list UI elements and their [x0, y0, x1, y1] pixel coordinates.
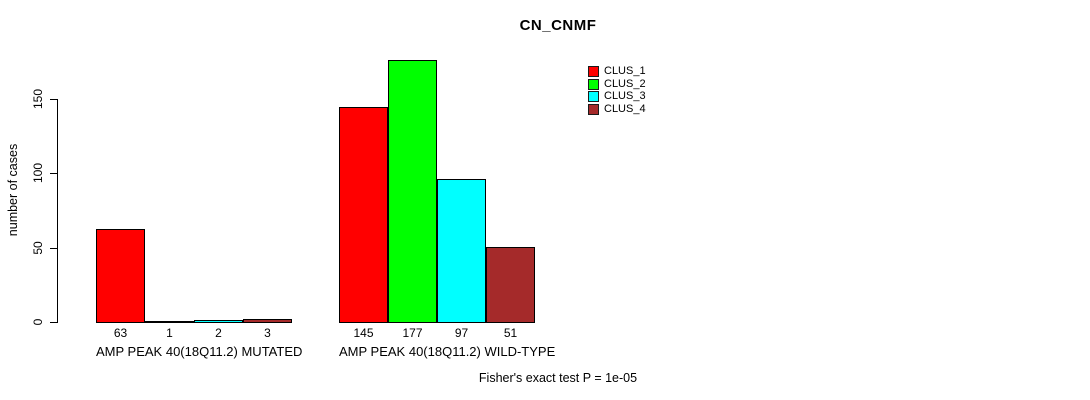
legend-row: CLUS_4	[588, 103, 646, 116]
x-group-label: AMP PEAK 40(18Q11.2) WILD-TYPE	[339, 344, 556, 359]
chart-title: CN_CNMF	[519, 17, 597, 34]
bar-value-label: 145	[353, 326, 374, 340]
y-tick-label: 100	[31, 162, 45, 184]
y-tick-mark	[50, 99, 58, 100]
y-tick-label: 50	[31, 241, 45, 255]
y-tick-mark	[50, 248, 58, 249]
y-tick-label: 150	[31, 88, 45, 110]
legend-swatch-icon	[588, 91, 599, 103]
legend-row: CLUS_2	[588, 78, 646, 91]
bar-value-label: 1	[166, 326, 173, 340]
bar-clus_1-group1	[96, 229, 145, 323]
y-tick-label: 0	[31, 318, 45, 326]
bar-clus_3-group2	[437, 179, 486, 323]
bar-value-label: 51	[503, 326, 518, 340]
legend-swatch-icon	[588, 78, 599, 90]
bar-clus_1-group2	[339, 107, 388, 323]
bar-value-label: 177	[402, 326, 423, 340]
legend-label: CLUS_1	[604, 64, 646, 77]
bar-clus_4-group2	[486, 247, 535, 323]
legend-row: CLUS_1	[588, 65, 646, 78]
bar-value-label: 2	[215, 326, 222, 340]
bar-clus_4-group1	[243, 319, 292, 323]
bar-value-label: 63	[113, 326, 128, 340]
legend: CLUS_1 CLUS_2 CLUS_3 CLUS_4	[588, 65, 646, 116]
bar-value-label: 97	[454, 326, 469, 340]
legend-label: CLUS_3	[604, 90, 646, 103]
y-axis-line	[57, 99, 58, 323]
fisher-test-annotation: Fisher's exact test P = 1e-05	[478, 371, 638, 385]
bar-clus_2-group2	[388, 60, 437, 323]
legend-label: CLUS_2	[604, 77, 646, 90]
legend-label: CLUS_4	[604, 102, 646, 115]
legend-swatch-icon	[588, 103, 599, 115]
y-axis-label: number of cases	[6, 143, 20, 237]
legend-row: CLUS_3	[588, 90, 646, 103]
bar-value-label: 3	[264, 326, 271, 340]
bar-clus_3-group1	[194, 320, 243, 323]
bar-clus_2-group1	[145, 321, 194, 323]
x-group-label: AMP PEAK 40(18Q11.2) MUTATED	[96, 344, 303, 359]
y-tick-mark	[50, 322, 58, 323]
y-tick-mark	[50, 173, 58, 174]
legend-swatch-icon	[588, 65, 599, 77]
